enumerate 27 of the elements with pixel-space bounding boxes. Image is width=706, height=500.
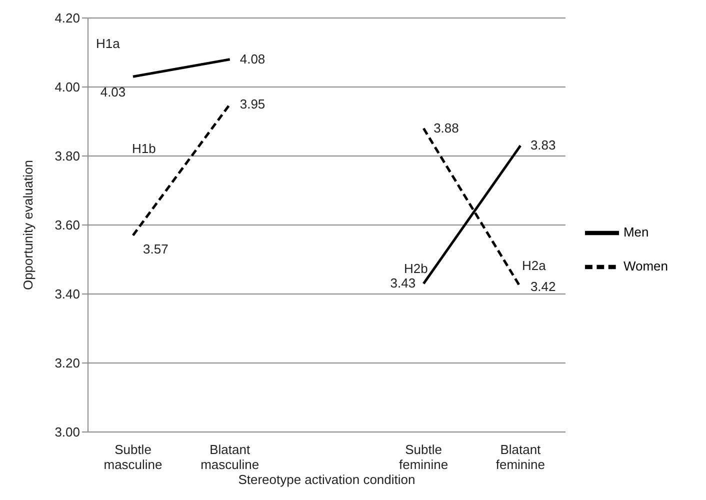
y-tick-label: 3.80 <box>54 148 80 164</box>
legend-label: Women <box>623 258 668 274</box>
y-tick-label: 3.60 <box>54 218 80 233</box>
data-label: 3.95 <box>240 96 266 112</box>
data-label: 3.83 <box>530 138 556 153</box>
x-tick-label: Blatant feminine <box>496 442 546 472</box>
legend-label: Men <box>623 224 649 240</box>
y-tick-label: 3.20 <box>54 356 80 371</box>
x-tick-label: Blatant masculine <box>200 442 260 472</box>
data-label: 4.08 <box>240 51 266 66</box>
annotation: H1a <box>96 36 120 51</box>
y-tick-label: 4.00 <box>54 80 80 95</box>
y-axis-title: Opportunity evaluation <box>20 160 36 290</box>
annotation: H2a <box>522 258 546 273</box>
x-axis-title: Stereotype activation condition <box>238 472 416 487</box>
data-label: 3.57 <box>143 241 168 256</box>
annotation: H1b <box>132 141 156 156</box>
annotation: H2b <box>404 261 428 276</box>
y-tick-label: 4.20 <box>54 10 80 26</box>
y-tick-label: 3.00 <box>54 424 80 440</box>
data-label: 3.42 <box>530 279 556 294</box>
x-tick-label: Subtle feminine <box>399 442 448 472</box>
x-tick-label: Subtle masculine <box>104 442 162 472</box>
y-tick-label: 3.40 <box>54 286 80 302</box>
data-label: 4.03 <box>100 84 126 100</box>
data-label: 3.43 <box>390 276 416 291</box>
data-label: 3.88 <box>434 120 459 136</box>
